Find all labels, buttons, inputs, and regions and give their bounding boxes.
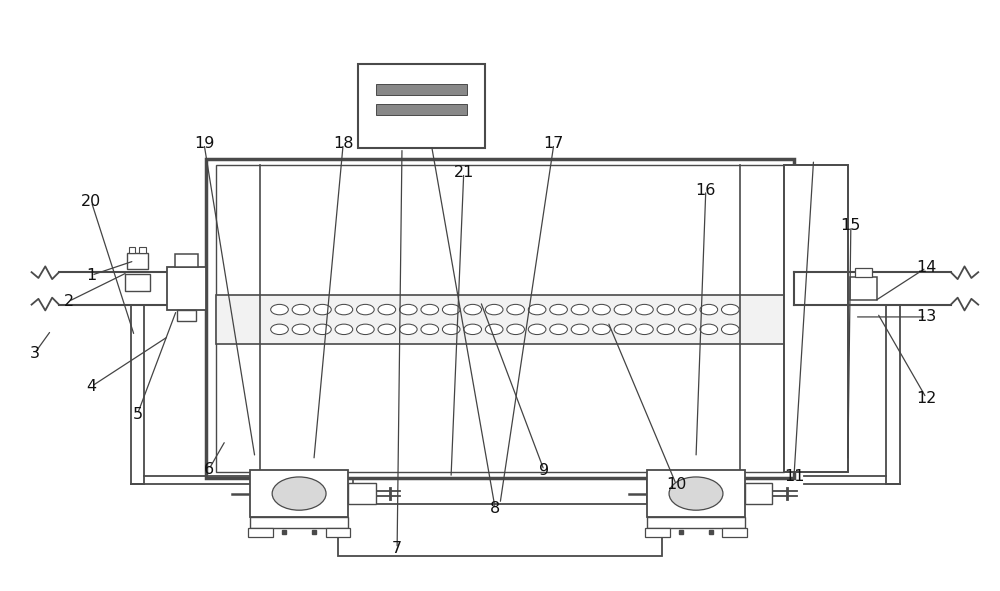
Ellipse shape [636,304,653,315]
Bar [127,253,148,269]
Ellipse shape [679,324,696,335]
Ellipse shape [357,324,374,335]
Bar [784,165,848,472]
Bar [645,528,670,537]
Text: 2: 2 [64,294,74,309]
Bar [167,267,206,310]
Text: 9: 9 [539,463,549,478]
Bar [125,274,150,291]
Text: 8: 8 [490,501,500,515]
Ellipse shape [464,324,482,335]
Text: 4: 4 [86,379,96,394]
Ellipse shape [292,304,310,315]
Ellipse shape [464,304,482,315]
Bar [216,295,784,344]
Ellipse shape [669,477,723,510]
Ellipse shape [335,304,353,315]
Ellipse shape [378,304,396,315]
Ellipse shape [550,304,567,315]
Text: 17: 17 [544,137,564,151]
Ellipse shape [593,304,610,315]
Ellipse shape [421,304,439,315]
Bar [850,277,877,300]
Ellipse shape [271,324,288,335]
Ellipse shape [378,324,396,335]
Ellipse shape [593,324,610,335]
Bar [139,247,146,253]
Text: 11: 11 [784,469,804,483]
Ellipse shape [335,324,353,335]
Bar [248,528,273,537]
Ellipse shape [292,324,310,335]
Ellipse shape [507,324,524,335]
Text: 15: 15 [841,219,861,233]
Ellipse shape [614,304,632,315]
Ellipse shape [421,324,439,335]
Ellipse shape [700,304,718,315]
Text: 5: 5 [132,407,142,422]
Bar [326,528,350,537]
Text: 13: 13 [916,310,936,324]
Ellipse shape [314,304,331,315]
Bar [376,84,467,95]
Bar [348,483,376,504]
Ellipse shape [507,304,524,315]
Text: 12: 12 [916,391,936,405]
Ellipse shape [485,304,503,315]
Text: 10: 10 [666,478,687,492]
Ellipse shape [636,324,653,335]
Text: 3: 3 [30,346,40,361]
Text: 6: 6 [204,462,214,477]
Ellipse shape [528,304,546,315]
Text: 16: 16 [696,183,716,197]
Bar [745,483,772,504]
Bar [358,64,485,148]
Bar [177,310,196,320]
Bar [647,517,745,528]
Ellipse shape [657,304,675,315]
Text: 21: 21 [454,165,474,180]
Ellipse shape [614,324,632,335]
Bar [855,268,872,277]
Text: 20: 20 [81,194,101,209]
Ellipse shape [679,304,696,315]
Bar [338,504,662,556]
Text: 19: 19 [194,137,214,151]
Bar [722,528,747,537]
Ellipse shape [721,324,739,335]
Ellipse shape [442,324,460,335]
Bar [175,254,198,267]
Bar [250,517,348,528]
Bar [206,160,794,478]
Bar [129,247,135,253]
Ellipse shape [357,304,374,315]
Ellipse shape [399,304,417,315]
Ellipse shape [721,304,739,315]
Ellipse shape [700,324,718,335]
Ellipse shape [571,304,589,315]
Text: 14: 14 [916,260,936,275]
Ellipse shape [442,304,460,315]
Text: 18: 18 [333,137,353,151]
Text: 1: 1 [86,268,96,282]
Ellipse shape [657,324,675,335]
Bar [647,470,745,517]
Bar [250,470,348,517]
Ellipse shape [485,324,503,335]
Ellipse shape [399,324,417,335]
Ellipse shape [550,324,567,335]
Text: 7: 7 [392,541,402,556]
Ellipse shape [528,324,546,335]
Ellipse shape [272,477,326,510]
Bar [376,104,467,115]
Bar [216,165,784,472]
Ellipse shape [271,304,288,315]
Ellipse shape [571,324,589,335]
Ellipse shape [314,324,331,335]
